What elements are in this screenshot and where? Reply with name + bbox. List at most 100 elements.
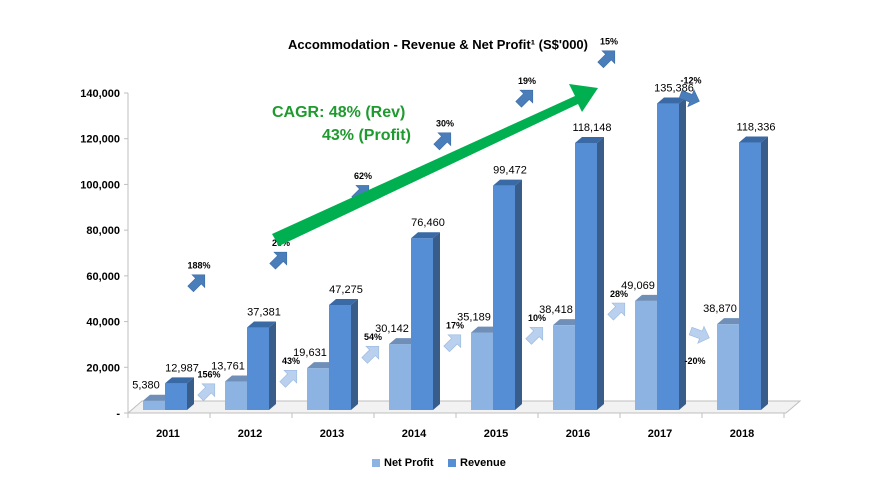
x-tick-label: 2013: [320, 428, 344, 440]
y-tick-label: 20,000: [86, 362, 120, 374]
growth-arrow-icon: [197, 383, 216, 402]
arrow-shape: [187, 274, 206, 293]
growth-arrow-icon: [597, 50, 616, 69]
data-label: 37,381: [247, 307, 281, 319]
bar-top: [717, 318, 746, 325]
cagr-revenue-annotation: CAGR: 48% (Rev): [272, 104, 406, 121]
legend-revenue: Revenue: [448, 457, 506, 469]
growth-arrow-icon: [361, 346, 380, 364]
growth-arrow-icon: [688, 325, 710, 344]
bar-side: [761, 136, 768, 411]
bar-revenue: [329, 304, 351, 410]
data-label: 13,761: [211, 361, 245, 373]
data-label: 5,380: [132, 380, 160, 392]
x-tick-label: 2017: [648, 428, 672, 440]
bar-top: [247, 321, 276, 328]
bar-top: [307, 362, 336, 369]
data-label: 76,460: [411, 217, 445, 229]
bar-top: [493, 179, 522, 186]
x-tick-label: 2014: [402, 428, 427, 440]
data-label: 35,189: [457, 312, 491, 324]
bar-revenue: [247, 327, 269, 410]
growth-label: 62%: [354, 171, 372, 181]
x-tick-label: 2011: [156, 428, 180, 440]
bar-net-profit: [471, 332, 493, 410]
arrow-shape: [678, 88, 700, 108]
x-tick-label: 2018: [730, 428, 754, 440]
legend-swatch-revenue: [448, 459, 456, 467]
data-label: 38,418: [539, 304, 573, 316]
bar-top: [635, 294, 664, 301]
legend-net-profit: Net Profit: [372, 457, 434, 469]
data-label: 47,275: [329, 284, 363, 296]
growth-label: 19%: [518, 76, 536, 86]
bar-net-profit: [389, 344, 411, 410]
growth-label: 17%: [446, 321, 464, 331]
bar-top: [143, 394, 172, 401]
data-label: 12,987: [165, 362, 199, 374]
bar-top: [389, 338, 418, 345]
bar-top: [225, 375, 254, 382]
growth-arrow-icon: [279, 370, 298, 388]
bar-top: [471, 326, 500, 333]
y-tick-label: 140,000: [80, 88, 120, 100]
growth-label: 10%: [528, 313, 546, 323]
y-tick-label: 120,000: [80, 134, 120, 146]
bar-side: [351, 298, 358, 410]
data-label: 30,142: [375, 323, 409, 335]
y-tick-label: 40,000: [86, 317, 120, 329]
bar-top: [411, 232, 440, 239]
arrow-shape: [443, 334, 462, 353]
bar-top: [739, 136, 768, 143]
cagr-profit-annotation: 43% (Profit): [322, 127, 411, 144]
data-label: 49,069: [621, 280, 655, 292]
bar-net-profit: [307, 368, 329, 410]
growth-arrow-icon: [678, 88, 700, 108]
bar-net-profit: [143, 400, 165, 410]
growth-label: -20%: [684, 356, 705, 366]
arrow-shape: [269, 251, 288, 270]
growth-label: 43%: [282, 356, 300, 366]
bar-revenue: [165, 383, 187, 410]
arrow-shape: [433, 132, 452, 151]
growth-arrow-icon: [525, 327, 544, 345]
bar-side: [515, 179, 522, 410]
arrow-shape: [279, 370, 298, 388]
arrow-shape: [597, 50, 616, 69]
y-tick-label: 100,000: [80, 179, 120, 191]
arrow-shape: [361, 346, 380, 364]
growth-arrow-icon: [515, 89, 534, 108]
arrow-shape: [525, 327, 544, 345]
growth-label: 15%: [600, 37, 618, 47]
growth-arrow-icon: [607, 302, 626, 321]
x-tick-label: 2012: [238, 428, 262, 440]
bar-top: [553, 319, 582, 326]
data-label: 118,336: [737, 122, 776, 134]
growth-arrow-icon: [433, 132, 452, 151]
growth-label: -12%: [680, 76, 701, 86]
bar-net-profit: [225, 381, 247, 410]
arrow-shape: [607, 302, 626, 321]
x-tick-label: 2016: [566, 428, 590, 440]
growth-label: 156%: [197, 370, 220, 380]
growth-arrow-icon: [187, 274, 206, 293]
bar-side: [679, 97, 686, 410]
bar-revenue: [575, 142, 597, 410]
bar-revenue: [411, 238, 433, 410]
y-tick-label: -: [116, 408, 120, 420]
bar-net-profit: [553, 325, 575, 410]
bar-net-profit: [635, 300, 657, 410]
arrow-shape: [197, 383, 216, 402]
trend-arrow-icon: [272, 84, 598, 246]
legend-swatch-net-profit: [372, 459, 380, 467]
legend-label: Net Profit: [384, 457, 434, 469]
bar-revenue: [657, 103, 679, 410]
arrow-shape: [688, 325, 710, 344]
growth-label: 30%: [436, 119, 454, 129]
bar-net-profit: [717, 324, 739, 410]
y-tick-label: 80,000: [86, 225, 120, 237]
data-label: 99,472: [493, 165, 527, 177]
bar-side: [597, 136, 604, 410]
bar-top: [575, 136, 604, 143]
data-label: 118,148: [573, 122, 612, 134]
